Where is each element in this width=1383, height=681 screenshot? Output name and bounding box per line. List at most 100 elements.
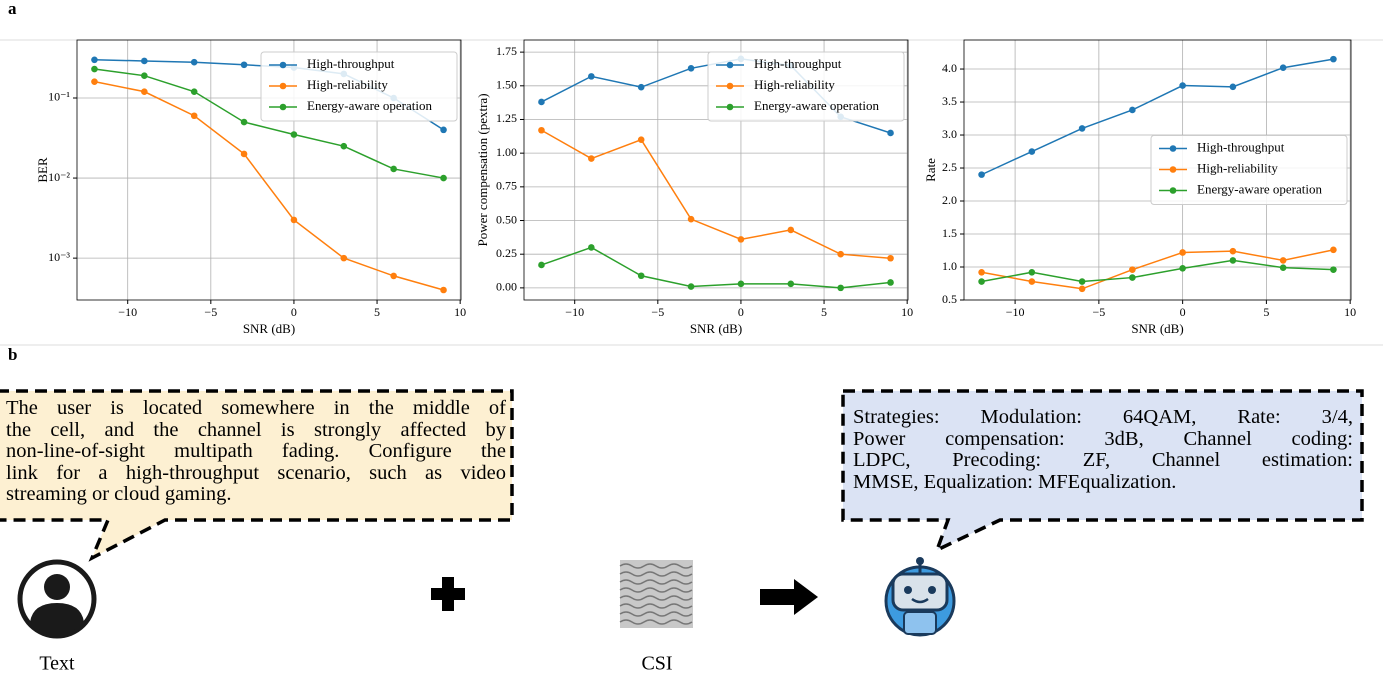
speech-bubble <box>0 389 514 562</box>
legend-marker <box>279 82 287 90</box>
panel-label: a <box>8 0 17 18</box>
legend-label: High-throughput <box>1197 139 1285 154</box>
text-line: link for a high-throughput scenario, suc… <box>6 461 506 484</box>
data-point <box>887 279 894 286</box>
plus-icon <box>431 577 465 611</box>
data-point <box>141 72 148 79</box>
data-point <box>1330 246 1337 254</box>
x-tick-label: −10 <box>118 305 137 319</box>
text-line: The user is located somewhere in the mid… <box>6 397 506 419</box>
data-point <box>1078 285 1086 293</box>
data-point <box>340 142 348 150</box>
data-point <box>1129 266 1136 273</box>
legend-marker <box>726 103 734 111</box>
data-point <box>1028 148 1036 155</box>
data-point <box>737 236 745 243</box>
data-point <box>1330 266 1337 273</box>
data-point <box>588 244 595 251</box>
legend-label: Energy-aware operation <box>1197 181 1323 196</box>
data-point <box>837 250 844 258</box>
y-tick-label: 3.5 <box>942 94 957 108</box>
data-point <box>141 88 148 95</box>
robot-icon <box>884 557 956 637</box>
data-point <box>887 129 894 137</box>
data-point <box>240 118 248 126</box>
data-point <box>1028 278 1036 285</box>
data-point <box>290 131 298 138</box>
panel-label: b <box>8 345 17 364</box>
data-point <box>91 78 98 85</box>
data-point <box>887 254 894 262</box>
plot-frame <box>76 39 462 301</box>
legend-marker <box>279 103 287 111</box>
legend-label: High-reliability <box>307 77 388 92</box>
series-line <box>981 259 1334 283</box>
legend: High-throughput High-reliability Energy-aw… <box>260 51 458 122</box>
data-point <box>978 278 985 285</box>
arrow-icon <box>760 579 818 615</box>
series-line <box>94 68 444 179</box>
series-line <box>981 249 1334 290</box>
legend-label: High-reliability <box>754 77 835 92</box>
y-axis-label: BER <box>35 157 50 183</box>
data-point <box>687 215 695 223</box>
x-tick-label: −10 <box>565 305 584 319</box>
text-line: Strategies: Modulation: 64QAM, Rate: 3/4… <box>853 406 1353 428</box>
legend-box <box>260 51 458 122</box>
icon-label: Text <box>39 653 75 675</box>
data-point <box>390 165 397 173</box>
plot-frame <box>523 39 909 301</box>
y-tick-label: 0.25 <box>496 246 517 260</box>
x-tick-label: 10 <box>1344 305 1356 319</box>
data-point <box>91 56 98 64</box>
speech-bubble <box>841 389 1364 554</box>
data-point <box>190 112 198 120</box>
x-tick-label: 5 <box>374 305 380 319</box>
legend-marker <box>279 61 287 69</box>
y-axis-label: Power compensation (pextra) <box>475 93 490 246</box>
data-point <box>240 61 248 69</box>
data-point <box>687 64 695 72</box>
data-point <box>190 88 198 95</box>
legend-label: Energy-aware operation <box>754 98 880 113</box>
legend: High-throughput High-reliability Energy-aw… <box>1150 135 1348 205</box>
data-point <box>538 126 545 134</box>
data-point <box>588 73 595 80</box>
legend-marker <box>1169 145 1177 152</box>
plot-frame <box>963 39 1352 301</box>
data-point <box>91 65 98 73</box>
y-tick-label: 10⁻¹ <box>48 90 70 104</box>
charts: −10 −5 0 5 10 10⁻³ 10⁻² 10⁻¹ SNR (dB) BER High-thr… <box>35 39 1356 336</box>
data-point <box>240 150 248 158</box>
y-axis-label: Rate <box>923 158 938 182</box>
data-point <box>737 280 745 288</box>
text-line: the cell, and the channel is strongly af… <box>6 418 506 441</box>
data-point <box>440 126 447 134</box>
data-point <box>1229 83 1237 91</box>
data-point <box>390 272 397 280</box>
y-tick-label: 1.75 <box>496 44 517 58</box>
x-tick-label: 5 <box>1263 305 1269 319</box>
text-line: Power compensation: 3dB, Channel coding: <box>853 427 1353 450</box>
data-point <box>1279 264 1287 271</box>
legend-box <box>707 51 905 122</box>
strategies-text: Strategies: Modulation: 64QAM, Rate: 3/4… <box>853 406 1353 493</box>
y-tick-label: 10⁻² <box>48 170 70 184</box>
data-point <box>1229 257 1237 264</box>
data-point <box>687 283 695 290</box>
data-point <box>1129 106 1136 114</box>
data-point <box>637 136 645 143</box>
data-point <box>290 216 298 224</box>
x-tick-label: 10 <box>454 305 466 319</box>
data-point <box>588 155 595 162</box>
data-point <box>440 174 447 182</box>
y-tick-label: 1.5 <box>942 226 957 240</box>
data-point <box>1078 125 1086 132</box>
data-point <box>978 171 985 178</box>
x-axis-label: SNR (dB) <box>243 321 295 336</box>
legend-label: High-throughput <box>754 56 842 71</box>
y-tick-label: 1.25 <box>496 111 517 125</box>
data-point <box>538 261 545 269</box>
user-icon <box>17 559 97 639</box>
